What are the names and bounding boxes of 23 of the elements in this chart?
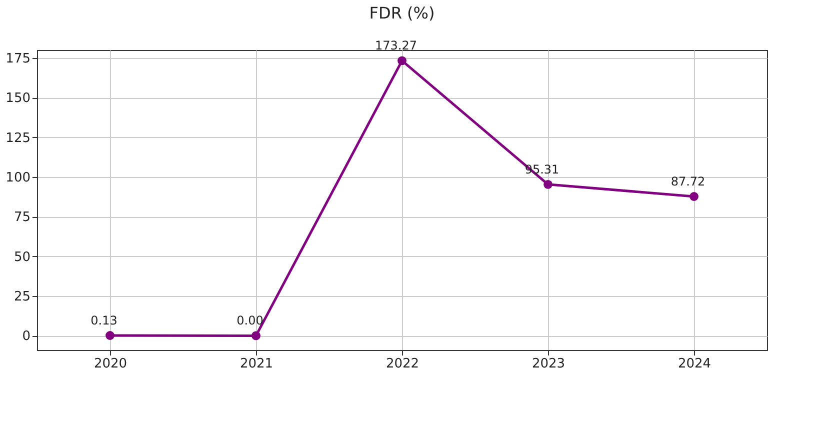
x-tick-label: 2023	[532, 356, 566, 372]
y-tick-label: 50	[14, 250, 30, 265]
data-label: 87.72	[670, 174, 706, 188]
y-tick-label: 0	[22, 329, 30, 344]
point	[398, 56, 406, 66]
y-tick-label: 175	[6, 51, 30, 66]
x-tick-label: 2024	[678, 356, 712, 372]
point	[690, 192, 698, 201]
x-tick-label: 2020	[94, 356, 128, 372]
point	[106, 331, 114, 340]
y-tick-label: 150	[6, 91, 30, 106]
data-label: 0.00	[236, 314, 264, 328]
data-label: 0.13	[90, 314, 118, 328]
y-tick-label: 75	[14, 210, 30, 226]
x-tick-label: 2021	[240, 356, 274, 372]
point	[544, 180, 552, 189]
point	[252, 331, 260, 340]
y-tick-label: 100	[6, 170, 30, 186]
chart-title: FDR (%)	[369, 4, 435, 23]
x-tick-label: 2022	[386, 356, 420, 372]
y-tick-label: 125	[6, 130, 30, 146]
y-tick-label: 25	[14, 290, 30, 305]
data-label: 173.27	[375, 38, 417, 53]
